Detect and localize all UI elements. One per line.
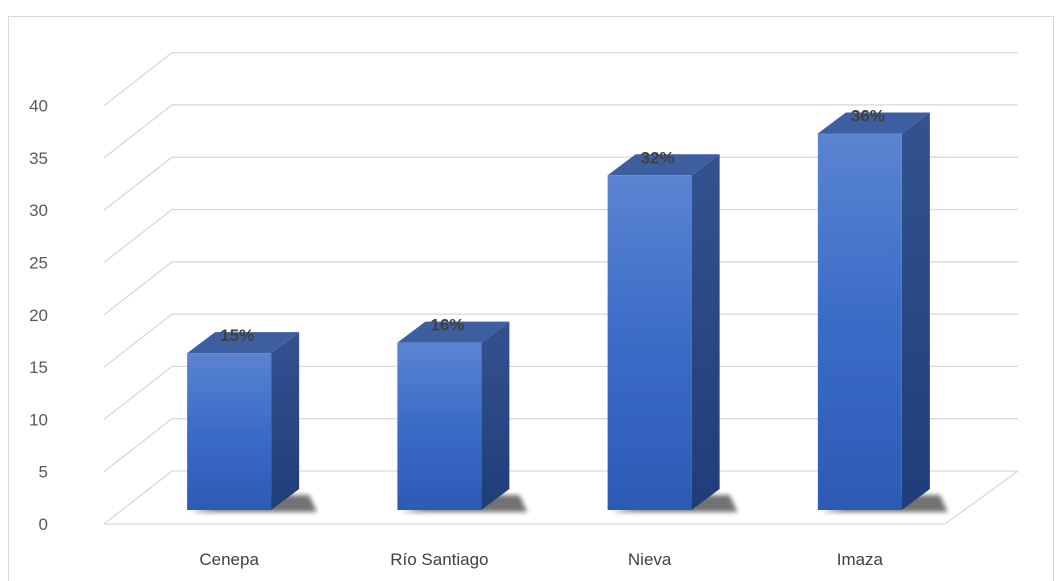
bars: 15% 16% 32% 36% xyxy=(187,106,948,512)
side-gridline-0 xyxy=(103,470,173,525)
data-label: 36% xyxy=(851,106,885,125)
bar-imaza: 36% xyxy=(817,106,948,512)
bar-side xyxy=(691,154,720,510)
bar-side xyxy=(901,112,930,510)
y-axis: 0 5 10 15 20 25 30 35 40 xyxy=(29,97,48,534)
bar-front xyxy=(607,175,692,510)
side-gridline-25 xyxy=(103,208,173,264)
y-tick-label: 15 xyxy=(29,358,48,377)
side-gridline-15 xyxy=(103,313,173,368)
side-gridline-30 xyxy=(103,156,173,211)
bar-top xyxy=(817,112,930,134)
bar-top xyxy=(607,154,720,176)
bar-side xyxy=(271,332,300,510)
side-gridline-10 xyxy=(103,365,173,420)
x-category-label: Cenepa xyxy=(199,550,259,569)
data-label: 32% xyxy=(641,148,675,167)
y-tick-label: 30 xyxy=(29,201,48,220)
side-gridline-20 xyxy=(103,261,173,316)
bar-front xyxy=(397,342,482,510)
x-category-label: Imaza xyxy=(837,550,884,569)
y-tick-label: 35 xyxy=(29,149,48,168)
bar-side xyxy=(481,321,510,510)
y-tick-label: 10 xyxy=(29,410,48,429)
bar-front xyxy=(817,133,902,510)
side-gridline-40 xyxy=(103,52,173,107)
y-tick-label: 20 xyxy=(29,306,48,325)
bar-top xyxy=(187,332,300,354)
y-tick-label: 25 xyxy=(29,254,48,273)
data-label: 16% xyxy=(430,316,464,335)
y-tick-label: 5 xyxy=(39,463,48,482)
data-label: 15% xyxy=(220,326,254,345)
side-gridline-5 xyxy=(103,418,173,473)
bar-nieva: 32% xyxy=(607,148,738,512)
bar-top xyxy=(397,321,510,343)
x-axis: Cenepa Río Santiago Nieva Imaza xyxy=(199,550,883,569)
x-category-label: Nieva xyxy=(628,550,672,569)
side-gridline-35 xyxy=(103,104,173,159)
y-tick-label: 40 xyxy=(29,97,48,116)
bar-cenepa: 15% xyxy=(187,326,318,512)
bar-r-o-santiago: 16% xyxy=(397,316,528,512)
chart-frame xyxy=(8,16,1054,581)
floor-right-edge xyxy=(944,470,1019,525)
x-category-label: Río Santiago xyxy=(390,550,488,569)
bar-front xyxy=(187,353,272,510)
y-tick-label: 0 xyxy=(39,515,48,534)
